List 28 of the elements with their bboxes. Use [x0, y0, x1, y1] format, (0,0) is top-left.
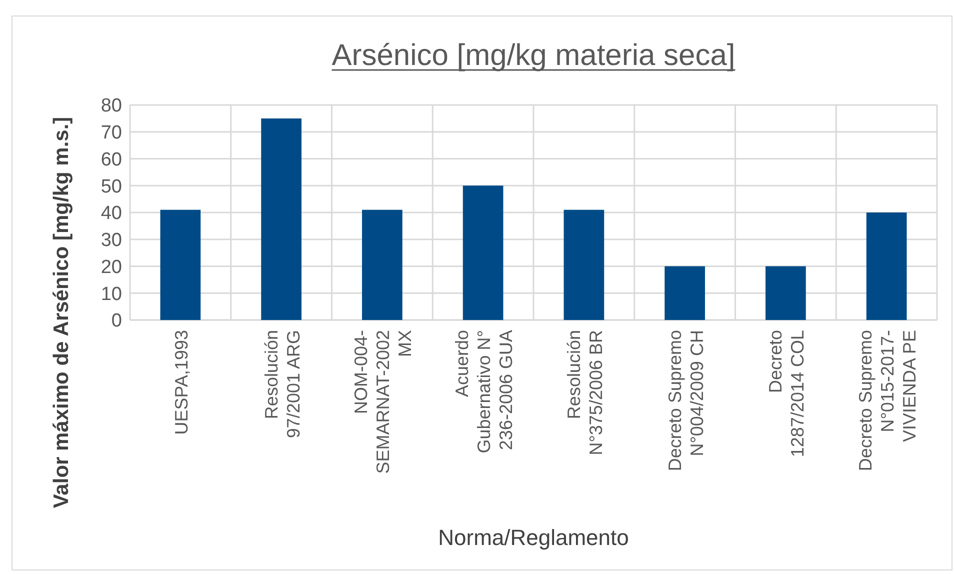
- y-axis-title: Valor máximo de Arsénico [mg/kg m.s.]: [50, 116, 73, 508]
- chart-title: Arsénico [mg/kg materia seca]: [332, 39, 736, 72]
- bar: [462, 186, 504, 320]
- y-tick-label: 70: [100, 122, 122, 144]
- bar: [160, 210, 201, 320]
- x-tick-label: NOM-004- SEMARNAT-2002 MX: [351, 330, 416, 474]
- y-tick-label: 80: [100, 96, 122, 117]
- bar: [766, 266, 806, 320]
- y-tick-label: 40: [100, 203, 122, 224]
- y-tick-label: 30: [100, 230, 122, 252]
- y-tick-label: 20: [100, 256, 122, 278]
- x-tick-label: Decreto 1287/2014 COL: [766, 330, 808, 458]
- y-tick-label: 50: [100, 176, 122, 198]
- y-tick-label: 60: [100, 149, 122, 170]
- x-axis-title: Norma/Reglamento: [438, 525, 629, 550]
- x-tick-label: Decreto Supremo N°015-2017- VIVIENDA PE: [856, 330, 920, 472]
- x-tick-label: Resolución N°375/2006 BR: [564, 330, 606, 456]
- x-tick-label: Acuerdo Gubernativo N° 236-2006 GUA: [452, 330, 516, 454]
- x-tick-label: Resolución 97/2001 ARG: [261, 330, 304, 438]
- bar: [664, 266, 705, 320]
- y-tick-label: 0: [111, 310, 122, 332]
- bar: [564, 210, 604, 320]
- y-tick-label: 10: [100, 284, 122, 305]
- x-tick-label: UESPA,1993: [171, 330, 192, 435]
- x-tick-label: Decreto Supremo N°004/2009 CH: [664, 330, 707, 472]
- bar: [362, 210, 402, 320]
- bar: [261, 118, 302, 320]
- bar: [866, 212, 907, 320]
